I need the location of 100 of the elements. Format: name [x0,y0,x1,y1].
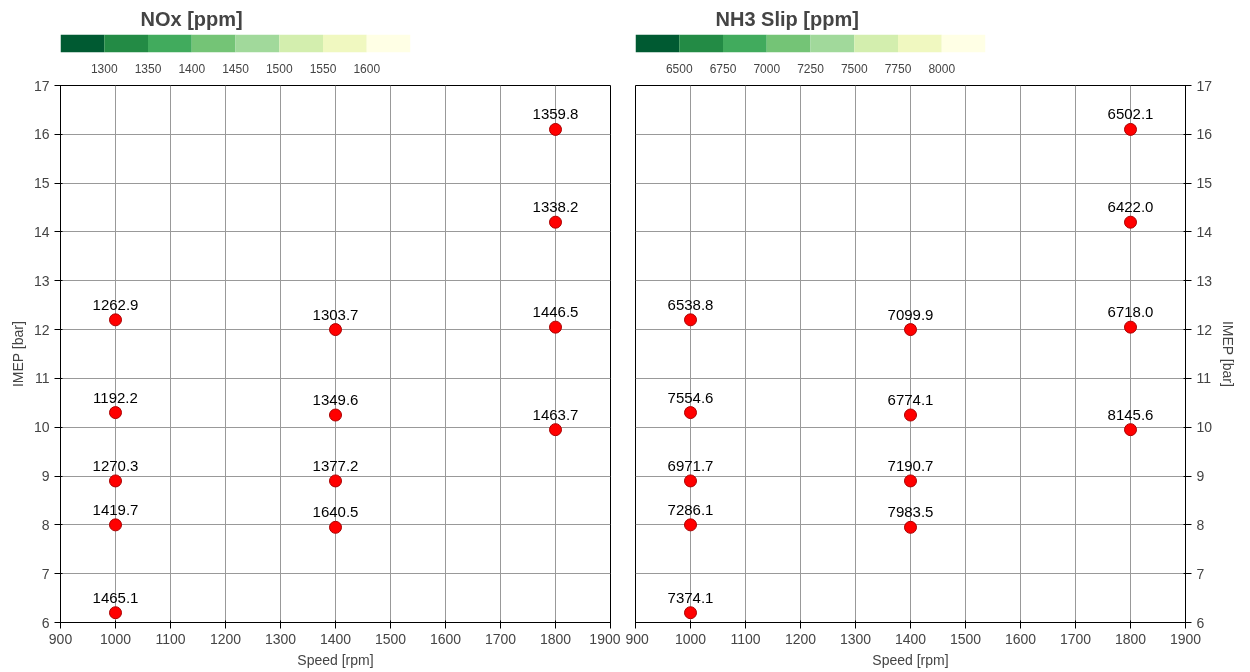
y-tick-label: 13 [33,272,50,289]
point [1124,215,1137,229]
y-tick-label: 9 [1196,468,1205,485]
x-tick-label: 1500 [374,630,407,647]
point [109,518,122,532]
annotation: 1419.7 [92,500,139,518]
y-tick-label: 15 [33,175,50,192]
y-tick-label: 15 [1196,175,1213,192]
annotation: 7374.1 [667,588,714,606]
y-tick-label: 6 [41,614,50,631]
annotation: 6971.7 [667,456,714,474]
point [329,408,342,422]
x-tick-label: 1800 [1114,630,1147,647]
x-tick-label: 1200 [209,630,242,647]
point [109,474,122,488]
color-bar-label: 6500 [665,61,693,76]
point [549,122,562,136]
point [549,423,562,437]
y-tick-label: 10 [1196,419,1213,436]
color-bar-label: 1300 [90,61,118,76]
point [109,606,122,620]
color-bar-label: 1550 [309,61,337,76]
point [684,606,697,620]
point [109,406,122,420]
x-tick-label: 900 [48,630,73,647]
y-tick-label: 12 [33,321,50,338]
x-tick-label: 900 [625,630,650,647]
annotation: 1192.2 [93,388,138,406]
point [549,320,562,334]
y-axis-title: IMEP [bar] [9,321,26,388]
x-tick-label: 1100 [730,630,761,647]
y-tick-label: 7 [41,565,50,582]
y-tick-label: 8 [1196,516,1205,533]
color-bar-label: 7500 [840,61,868,76]
annotation: 7190.7 [887,456,934,474]
point [1124,122,1137,136]
annotation: 6538.8 [667,295,714,313]
y-tick-label: 11 [34,370,50,387]
annotation: 6774.1 [887,391,934,409]
x-tick-label: 1100 [155,630,186,647]
x-tick-label: 1000 [99,630,132,647]
chart-title: NOx [ppm] [140,7,243,30]
color-bar-label: 7000 [753,61,781,76]
y-tick-label: 17 [33,77,50,94]
color-bar-label: 1450 [222,61,250,76]
x-tick-label: 1900 [589,630,621,647]
x-axis-title: Speed [rpm] [297,651,374,668]
y-tick-label: 6 [1196,614,1205,631]
annotation: 1359.8 [532,105,579,123]
chart-title: NH3 Slip [ppm] [715,7,859,30]
color-bar-label: 1350 [134,61,162,76]
color-bar-label: 7250 [797,61,825,76]
y-tick-label: 16 [1196,126,1213,143]
annotation: 6718.0 [1107,303,1154,321]
y-tick-label: 16 [33,126,50,143]
x-tick-label: 1300 [264,630,297,647]
annotation: 1377.2 [312,456,359,474]
annotation: 1463.7 [532,405,579,423]
y-tick-label: 14 [1196,223,1213,240]
annotation: 7099.9 [887,305,934,323]
annotation: 1270.3 [92,456,139,474]
point [329,474,342,488]
point [904,323,917,337]
y-tick-label: 9 [41,468,50,485]
x-tick-label: 1800 [539,630,572,647]
x-tick-label: 1600 [429,630,462,647]
color-bar-label: 1500 [265,61,293,76]
x-tick-label: 1500 [949,630,982,647]
x-axis-title: Speed [rpm] [872,651,949,668]
x-tick-label: 1200 [784,630,817,647]
annotation: 1338.2 [532,198,579,216]
y-tick-label: 14 [33,223,50,240]
point [549,215,562,229]
annotation: 1446.5 [532,303,579,321]
annotation: 1640.5 [312,503,359,521]
point [1124,320,1137,334]
y-tick-label: 8 [41,516,50,533]
point [329,323,342,337]
point [904,474,917,488]
y-tick-label: 12 [1196,321,1213,338]
y-tick-label: 11 [1196,370,1212,387]
point [904,408,917,422]
x-tick-label: 1600 [1004,630,1037,647]
point [684,406,697,420]
point [684,474,697,488]
point [109,313,122,327]
annotation: 1262.9 [92,295,139,313]
point [684,518,697,532]
color-bar-label: 1400 [178,61,206,76]
annotation: 6422.0 [1107,198,1154,216]
point [684,313,697,327]
point [329,520,342,534]
annotation: 1349.6 [312,391,359,409]
y-tick-label: 17 [1196,77,1213,94]
x-tick-label: 1700 [484,630,517,647]
color-bar-label: 1600 [353,61,381,76]
annotation: 1303.7 [312,305,359,323]
point [904,520,917,534]
annotation: 6502.1 [1107,105,1154,123]
point [1124,423,1137,437]
